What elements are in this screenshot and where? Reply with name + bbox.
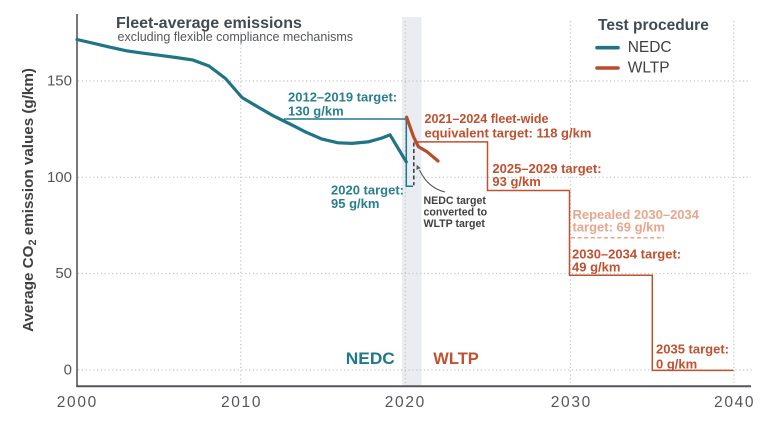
- svg-text:WLTP: WLTP: [628, 59, 670, 76]
- svg-text:Test procedure: Test procedure: [598, 17, 709, 34]
- svg-text:target: 69 g/km: target: 69 g/km: [573, 220, 665, 235]
- svg-text:100: 100: [47, 169, 72, 186]
- svg-text:95 g/km: 95 g/km: [331, 196, 379, 211]
- svg-text:0 g/km: 0 g/km: [656, 356, 697, 371]
- svg-text:2030–2034 target:: 2030–2034 target:: [572, 247, 681, 262]
- svg-text:49 g/km: 49 g/km: [572, 259, 620, 274]
- svg-text:2012–2019 target:: 2012–2019 target:: [288, 90, 397, 105]
- svg-text:Fleet-average emissions: Fleet-average emissions: [116, 15, 302, 32]
- svg-text:2020: 2020: [385, 394, 425, 411]
- svg-text:NEDC: NEDC: [628, 39, 672, 56]
- svg-text:NEDC: NEDC: [346, 350, 395, 368]
- svg-text:WLTP target: WLTP target: [424, 218, 486, 230]
- svg-text:excluding flexible compliance: excluding flexible compliance mechanisms: [118, 30, 354, 44]
- svg-text:93 g/km: 93 g/km: [492, 174, 540, 189]
- svg-text:2025–2029 target:: 2025–2029 target:: [492, 161, 601, 176]
- svg-text:2040: 2040: [714, 394, 754, 411]
- svg-text:Repealed 2030–2034: Repealed 2030–2034: [573, 207, 700, 222]
- svg-text:equivalent target: 118 g/km: equivalent target: 118 g/km: [425, 126, 592, 141]
- svg-text:WLTP: WLTP: [433, 350, 479, 368]
- svg-text:2010: 2010: [221, 394, 261, 411]
- svg-text:converted to: converted to: [424, 207, 488, 219]
- svg-text:2030: 2030: [551, 394, 591, 411]
- svg-text:0: 0: [64, 362, 72, 379]
- svg-text:2021–2024 fleet-wide: 2021–2024 fleet-wide: [425, 111, 549, 126]
- svg-text:2035 target:: 2035 target:: [656, 342, 729, 357]
- svg-text:2020 target:: 2020 target:: [331, 183, 404, 198]
- svg-text:Average CO2 emission values (g: Average CO2 emission values (g/km): [20, 68, 39, 332]
- svg-text:130 g/km: 130 g/km: [288, 103, 344, 118]
- svg-text:50: 50: [55, 265, 72, 282]
- svg-text:150: 150: [47, 73, 72, 90]
- svg-text:NEDC target: NEDC target: [424, 195, 487, 207]
- svg-text:2000: 2000: [57, 394, 97, 411]
